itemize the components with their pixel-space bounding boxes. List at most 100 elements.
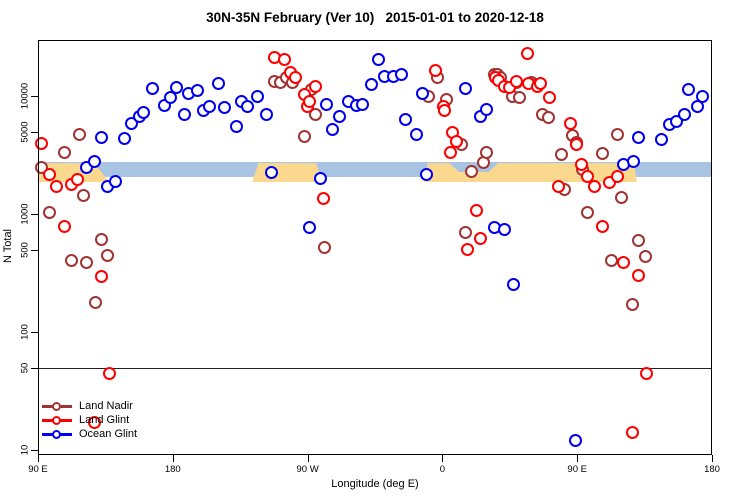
y-tick-mark <box>31 249 38 251</box>
data-point-land-nadir <box>615 191 629 205</box>
data-point-ocean-glint <box>203 99 217 113</box>
y-tick-label: 500 <box>19 241 31 258</box>
data-point-ocean-glint <box>303 220 317 234</box>
data-point-land-glint <box>574 157 588 171</box>
data-point-ocean-glint <box>191 84 205 98</box>
data-point-ocean-glint <box>260 107 274 121</box>
x-axis-label: Longitude (deg E) <box>331 478 419 490</box>
data-point-ocean-glint <box>177 107 191 121</box>
y-tick-mark <box>31 214 38 215</box>
x-tick-label: 90 E <box>28 464 48 475</box>
data-point-ocean-glint <box>170 80 184 94</box>
data-point-land-glint <box>288 71 302 85</box>
data-point-ocean-glint <box>568 433 582 447</box>
data-point-land-glint <box>35 137 49 151</box>
x-tick-mark <box>577 455 579 462</box>
data-point-land-glint <box>631 268 645 282</box>
data-point-ocean-glint <box>319 97 333 111</box>
data-point-land-glint <box>278 52 292 66</box>
data-point-land-glint <box>640 366 654 380</box>
y-tick-mark <box>31 367 38 369</box>
data-point-ocean-glint <box>695 89 709 103</box>
data-point-ocean-glint <box>251 89 265 103</box>
data-point-ocean-glint <box>507 277 521 291</box>
data-point-land-glint <box>595 219 609 233</box>
data-point-land-nadir <box>625 297 639 311</box>
data-point-land-nadir <box>72 127 86 141</box>
data-point-ocean-glint <box>137 105 151 119</box>
data-point-land-glint <box>429 63 443 77</box>
data-point-land-glint <box>444 146 458 160</box>
y-tick-mark <box>31 332 38 333</box>
data-point-land-glint <box>450 135 464 149</box>
data-point-land-nadir <box>555 147 569 161</box>
x-tick-mark <box>712 455 713 462</box>
data-point-land-nadir <box>95 233 109 247</box>
data-point-land-nadir <box>57 145 71 159</box>
data-point-land-glint <box>570 137 584 151</box>
data-point-ocean-glint <box>627 154 640 168</box>
legend-item: Land Nadir <box>42 399 137 413</box>
data-point-ocean-glint <box>399 112 413 126</box>
x-tick-label: 180 <box>164 464 181 475</box>
data-point-ocean-glint <box>372 52 386 66</box>
data-point-land-glint <box>588 180 602 193</box>
legend-label: Land Nadir <box>79 400 133 412</box>
data-point-land-nadir <box>465 164 479 178</box>
data-point-land-nadir <box>297 129 311 143</box>
data-point-land-glint <box>610 169 624 183</box>
data-point-land-glint <box>625 425 639 439</box>
x-tick-mark <box>38 455 39 462</box>
data-point-land-glint <box>50 180 64 193</box>
data-point-land-nadir <box>480 146 494 160</box>
data-point-land-nadir <box>459 225 473 239</box>
y-tick-label: 10 <box>19 444 31 456</box>
data-point-land-nadir <box>541 110 555 124</box>
data-point-ocean-glint <box>117 132 131 146</box>
land-band-segment <box>252 163 323 183</box>
x-tick-mark <box>307 455 309 462</box>
y-tick-label: 10000 <box>19 82 31 110</box>
data-point-ocean-glint <box>677 107 691 121</box>
data-point-land-glint <box>71 172 85 186</box>
data-point-ocean-glint <box>313 171 327 185</box>
y-tick-label: 50 <box>19 362 31 373</box>
data-point-land-nadir <box>309 107 323 121</box>
y-tick-label: 100 <box>19 324 31 340</box>
data-point-land-nadir <box>318 241 332 255</box>
data-point-land-nadir <box>638 250 652 264</box>
reference-line-50 <box>38 367 712 369</box>
data-point-ocean-glint <box>230 119 244 133</box>
data-point-land-glint <box>57 219 71 233</box>
data-point-ocean-glint <box>164 90 178 104</box>
y-tick-label: 1000 <box>19 203 31 225</box>
data-point-land-glint <box>309 79 323 93</box>
data-point-land-glint <box>469 203 483 217</box>
legend-marker <box>42 429 72 439</box>
x-tick-label: 0 <box>439 464 446 475</box>
data-point-ocean-glint <box>480 102 494 116</box>
x-tick-mark <box>172 455 174 462</box>
data-point-ocean-glint <box>333 109 347 123</box>
data-point-ocean-glint <box>95 130 109 144</box>
legend: Land Nadir Land Glint Ocean Glint <box>42 399 137 441</box>
data-point-land-glint <box>460 243 474 257</box>
data-point-land-nadir <box>513 90 527 104</box>
data-point-land-nadir <box>65 253 79 267</box>
data-point-land-glint <box>42 167 56 181</box>
data-point-ocean-glint <box>409 127 423 141</box>
data-point-ocean-glint <box>498 223 512 237</box>
y-tick-mark <box>31 96 38 97</box>
data-point-land-glint <box>95 270 109 284</box>
data-point-land-nadir <box>77 188 91 202</box>
data-point-land-glint <box>438 103 452 117</box>
x-tick-mark <box>442 455 444 462</box>
data-point-ocean-glint <box>415 86 429 100</box>
data-point-ocean-glint <box>146 81 160 95</box>
data-point-ocean-glint <box>87 154 101 168</box>
y-tick-mark <box>31 131 38 133</box>
data-point-land-glint <box>102 366 116 380</box>
data-point-land-nadir <box>604 253 618 267</box>
data-point-ocean-glint <box>108 174 122 188</box>
